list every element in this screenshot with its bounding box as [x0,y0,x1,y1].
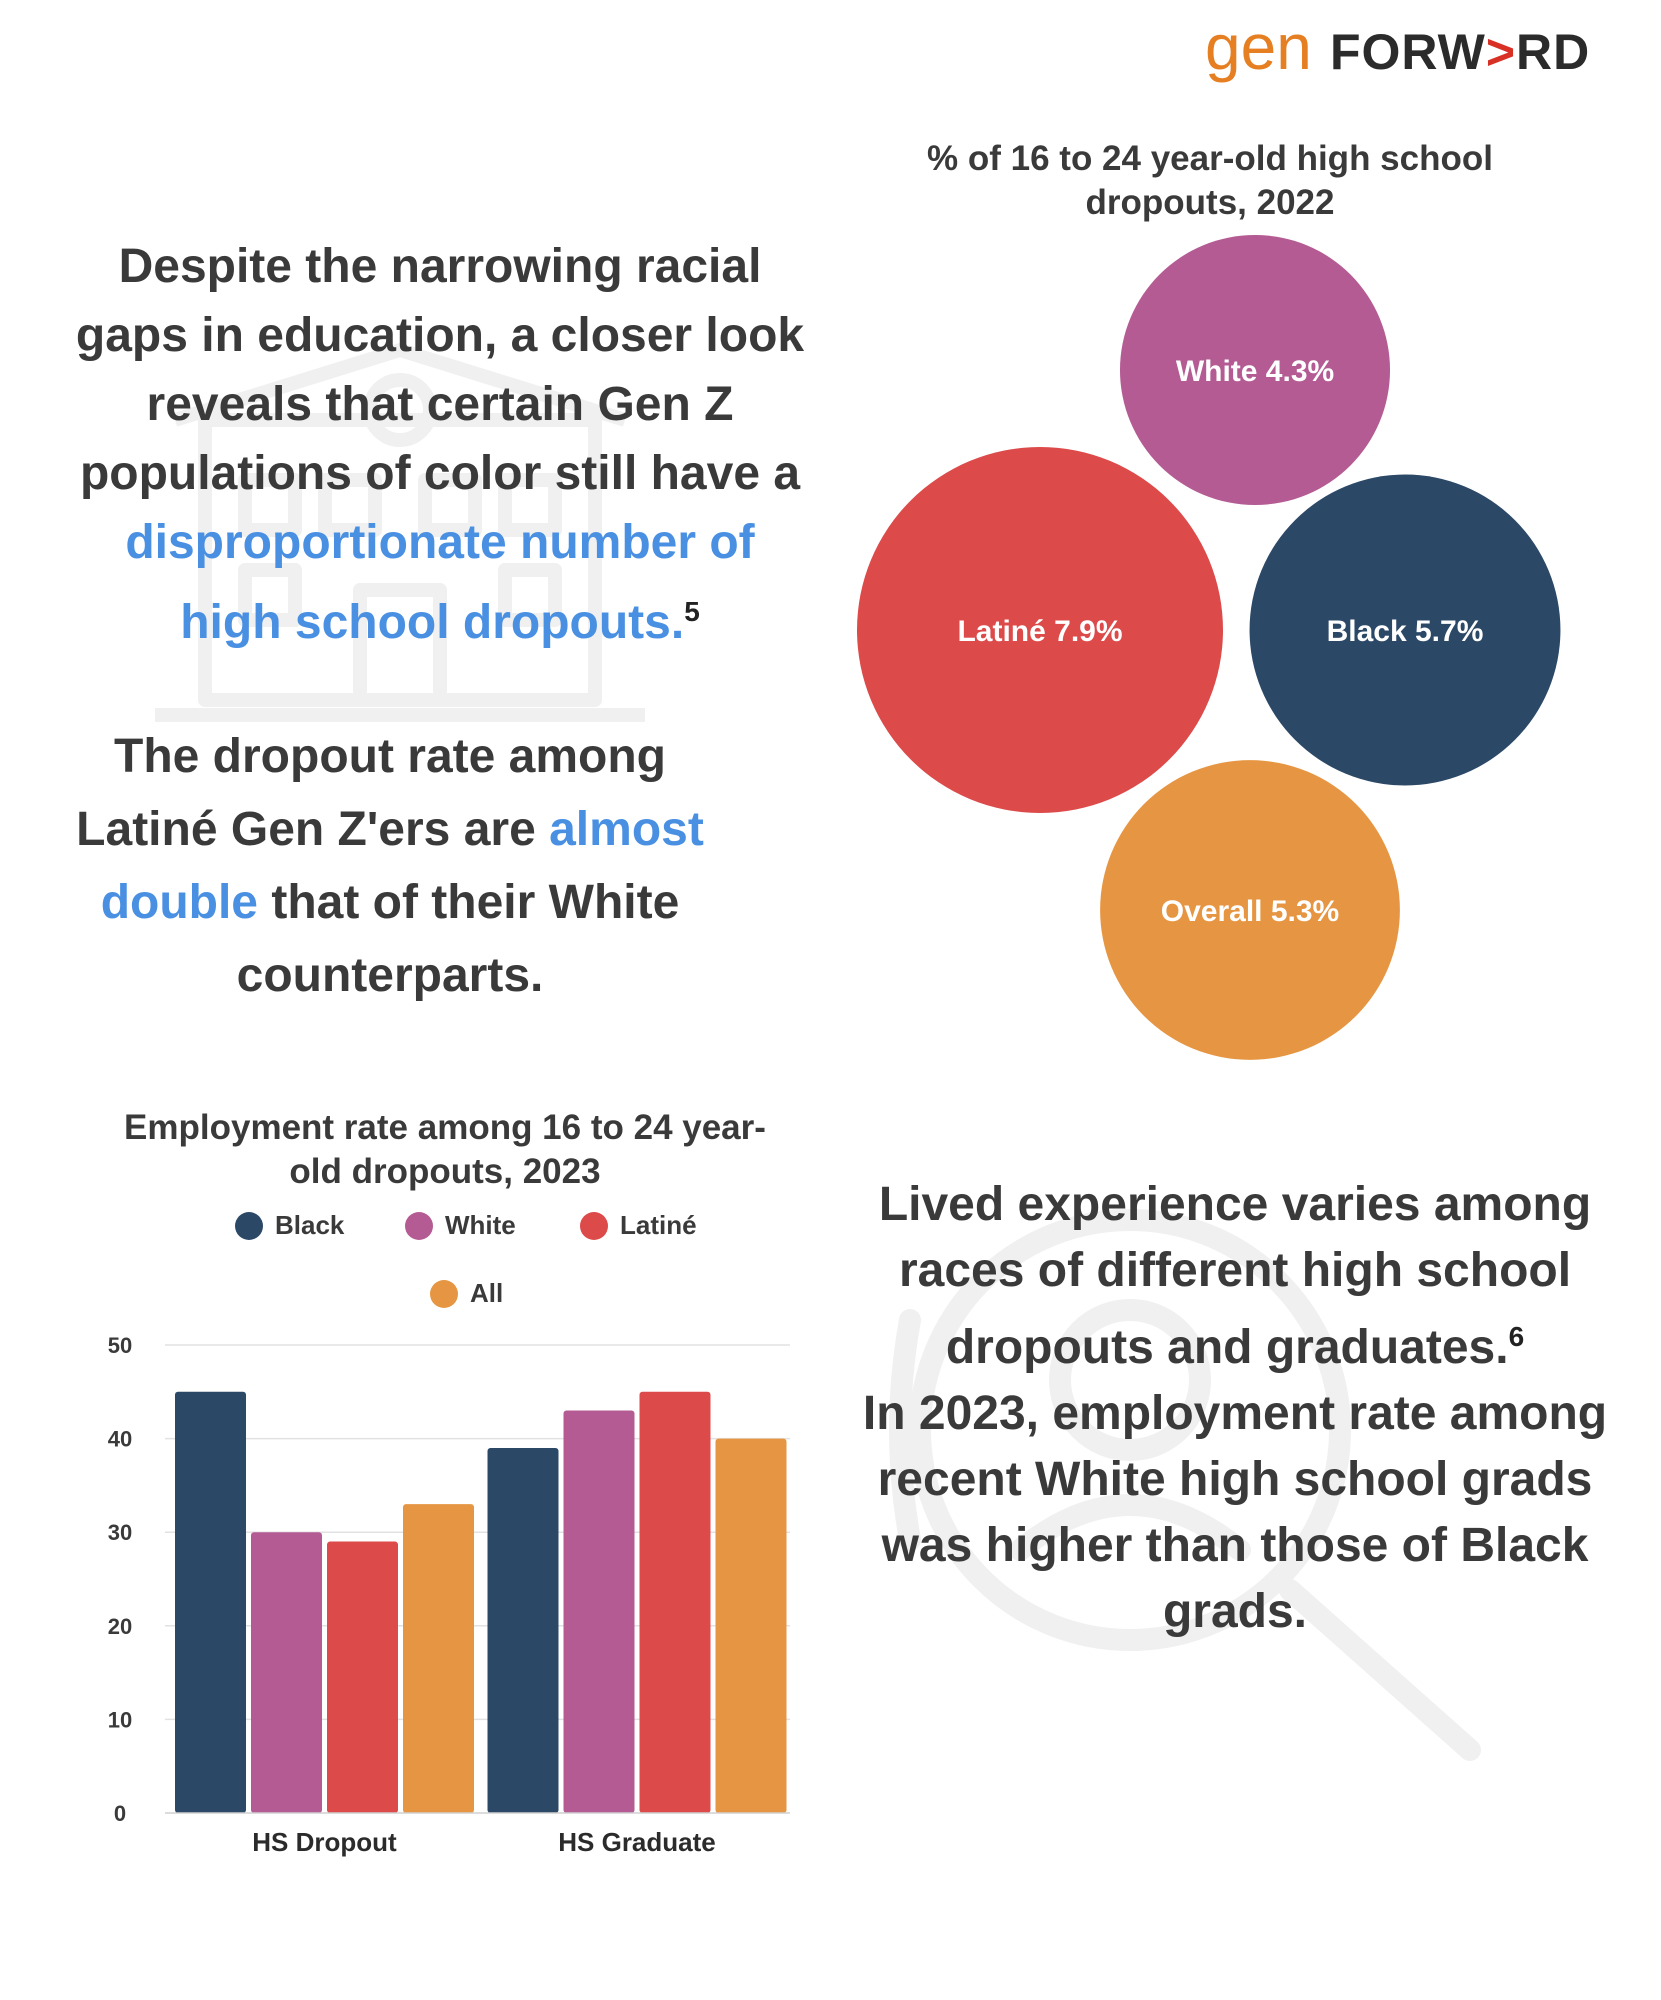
logo-arrow: > [1486,24,1516,80]
dropout-text-before: The dropout rate among Latiné Gen Z'ers … [76,730,666,856]
logo-gen-text: gen [1205,14,1312,83]
bubble-label: White 4.3% [1176,355,1334,388]
bubble-label: Black 5.7% [1327,615,1484,648]
logo-forward-part: RD [1516,24,1590,80]
legend-item-latine: Latiné [580,1210,697,1241]
lived-text-2: In 2023, employment rate among recent Wh… [862,1387,1608,1638]
bubble-overall: Overall 5.3% [1100,760,1400,1060]
magnifier-person-icon [889,1209,1481,1761]
bar-chart: 0 10 20 30 40 50 HS Dropout HS Graduate [108,1333,790,1857]
bubble-black: Black 5.7% [1249,474,1561,786]
logo-forward-part: FORW [1330,24,1486,80]
y-tick-label: 0 [114,1801,126,1826]
legend-label: White [445,1210,516,1240]
bar-latine [327,1541,398,1813]
bar-all [403,1504,474,1813]
bubble-circle [1100,760,1400,1060]
y-tick-label: 50 [108,1333,132,1358]
lived-text-1: Lived experience varies among races of d… [878,1178,1592,1374]
y-tick-label: 20 [108,1614,132,1639]
school-building-icon [155,343,645,722]
y-tick-label: 40 [108,1427,132,1452]
bar-white [251,1532,322,1813]
intro-text: Despite the narrowing racial gaps in edu… [75,240,805,500]
bubble-latine: Latiné 7.9% [857,447,1223,813]
x-category-label: HS Graduate [558,1827,716,1857]
legend-swatch [430,1279,458,1308]
legend-label: All [470,1278,504,1308]
legend-label: Black [275,1210,345,1240]
dropout-text-after: that of their White counterparts. [236,876,680,1002]
bubble-chart-title: % of 16 to 24 year-old high school dropo… [927,139,1493,222]
bubble-circle [1119,234,1391,506]
bubble-white: White 4.3% [1119,234,1391,506]
footnote-5: 5 [684,596,700,627]
bubble-chart: White 4.3% Latiné 7.9% Black 5.7% Overall 5… [857,234,1561,1060]
footnote-6: 6 [1508,1321,1525,1352]
x-category-label: HS Dropout [252,1827,397,1857]
bar-latine [639,1391,711,1813]
lived-experience-paragraph: Lived experience varies among races of d… [835,1172,1635,1645]
legend-swatch [580,1211,608,1240]
bubble-circle [1249,474,1561,786]
bubble-label: Overall 5.3% [1161,895,1339,928]
legend-swatch [235,1211,263,1240]
bubble-circle [857,447,1223,813]
legend-item-white: White [405,1210,516,1241]
intro-paragraph: Despite the narrowing racial gaps in edu… [70,232,810,657]
legend-swatch [405,1211,433,1240]
bar-black [175,1391,246,1813]
logo-forward-text: FORW>RD [1330,24,1590,80]
dropout-paragraph: The dropout rate among Latiné Gen Z'ers … [70,720,710,1012]
legend-item-all: All [430,1278,503,1309]
intro-highlight: disproportionate number of high school d… [125,516,755,649]
bar-white [563,1410,635,1813]
bar-chart-title: Employment rate among 16 to 24 year-old … [124,1108,766,1191]
bar-all [715,1438,787,1813]
genforward-logo: gen FORW>RD [1205,11,1645,94]
legend-label: Latiné [620,1210,697,1240]
y-tick-label: 10 [108,1707,132,1732]
bar-black [487,1447,559,1813]
dropout-highlight: almost double [100,803,704,929]
legend-item-black: Black [235,1210,344,1241]
y-tick-label: 30 [108,1520,132,1545]
bubble-label: Latiné 7.9% [957,615,1122,648]
